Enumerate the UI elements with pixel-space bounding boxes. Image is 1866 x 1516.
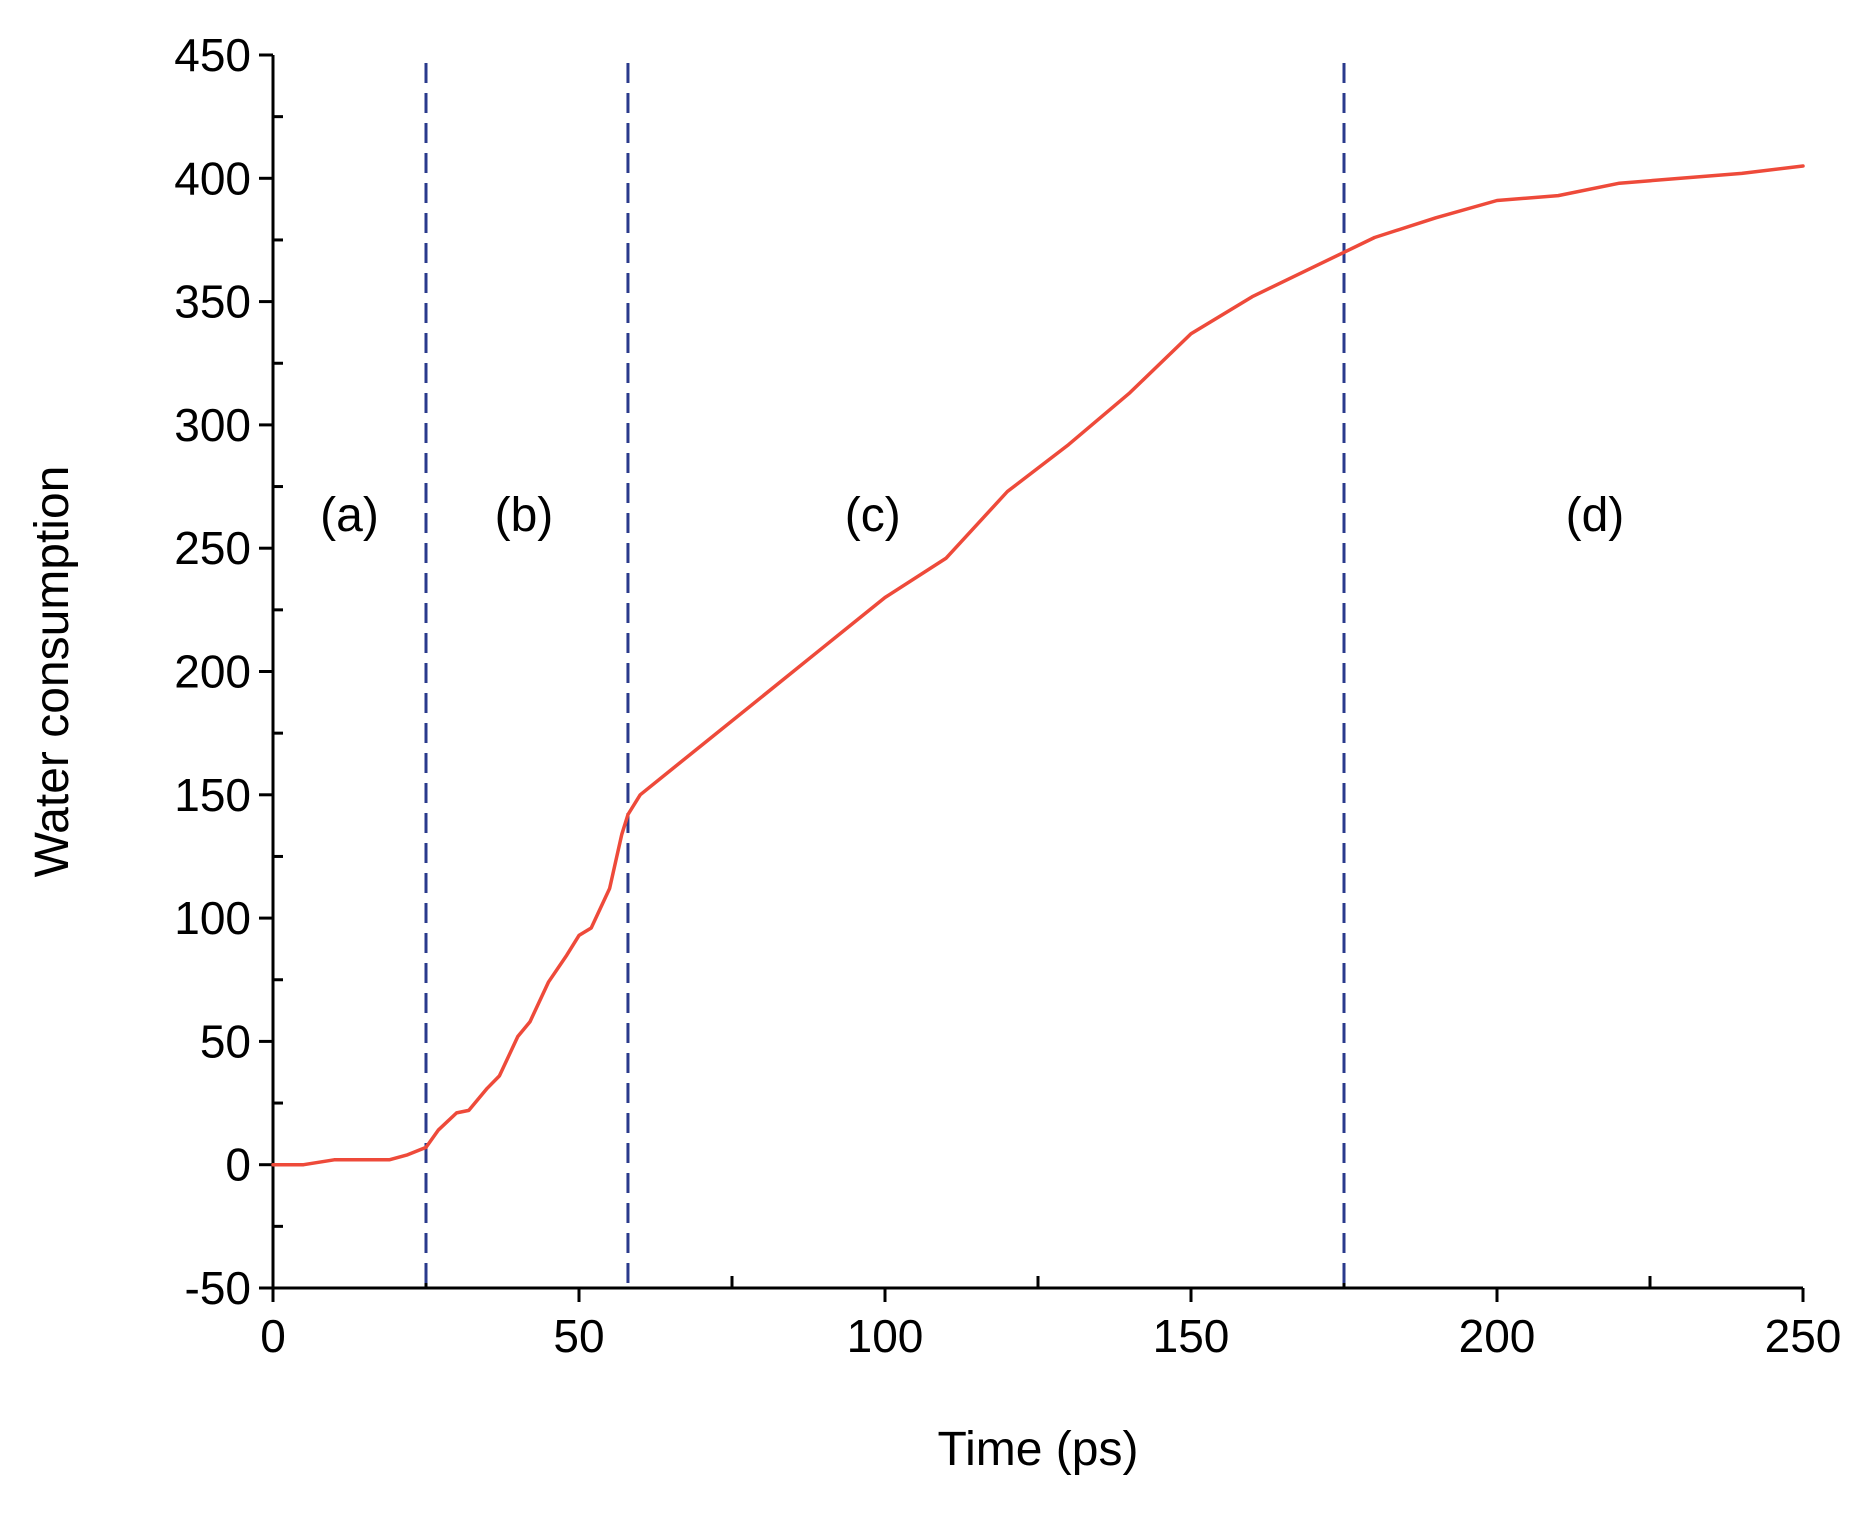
- x-tick-label: 100: [847, 1310, 924, 1362]
- x-axis-title: Time (ps): [938, 1423, 1139, 1476]
- y-tick-label: 250: [174, 522, 251, 574]
- y-tick-label: 450: [174, 29, 251, 81]
- y-tick-label: 100: [174, 892, 251, 944]
- y-tick-label: -50: [185, 1262, 251, 1314]
- water-consumption-line: [271, 164, 1805, 1167]
- y-tick-label: 350: [174, 276, 251, 328]
- x-tick-label: 250: [1765, 1310, 1842, 1362]
- region-label: (b): [495, 489, 554, 542]
- region-label: (a): [320, 489, 379, 542]
- y-tick-label: 200: [174, 646, 251, 698]
- x-tick-label: 150: [1153, 1310, 1230, 1362]
- y-tick-label: 0: [225, 1139, 251, 1191]
- x-tick-label: 0: [260, 1310, 286, 1362]
- region-label: (c): [845, 489, 901, 542]
- x-tick-label: 50: [553, 1310, 604, 1362]
- y-tick-label: 300: [174, 399, 251, 451]
- x-tick-label: 200: [1459, 1310, 1536, 1362]
- y-axis-title: Water consumption: [26, 466, 79, 878]
- y-tick-label: 150: [174, 769, 251, 821]
- region-label: (d): [1566, 489, 1625, 542]
- y-tick-label: 50: [200, 1015, 251, 1067]
- y-tick-label: 400: [174, 152, 251, 204]
